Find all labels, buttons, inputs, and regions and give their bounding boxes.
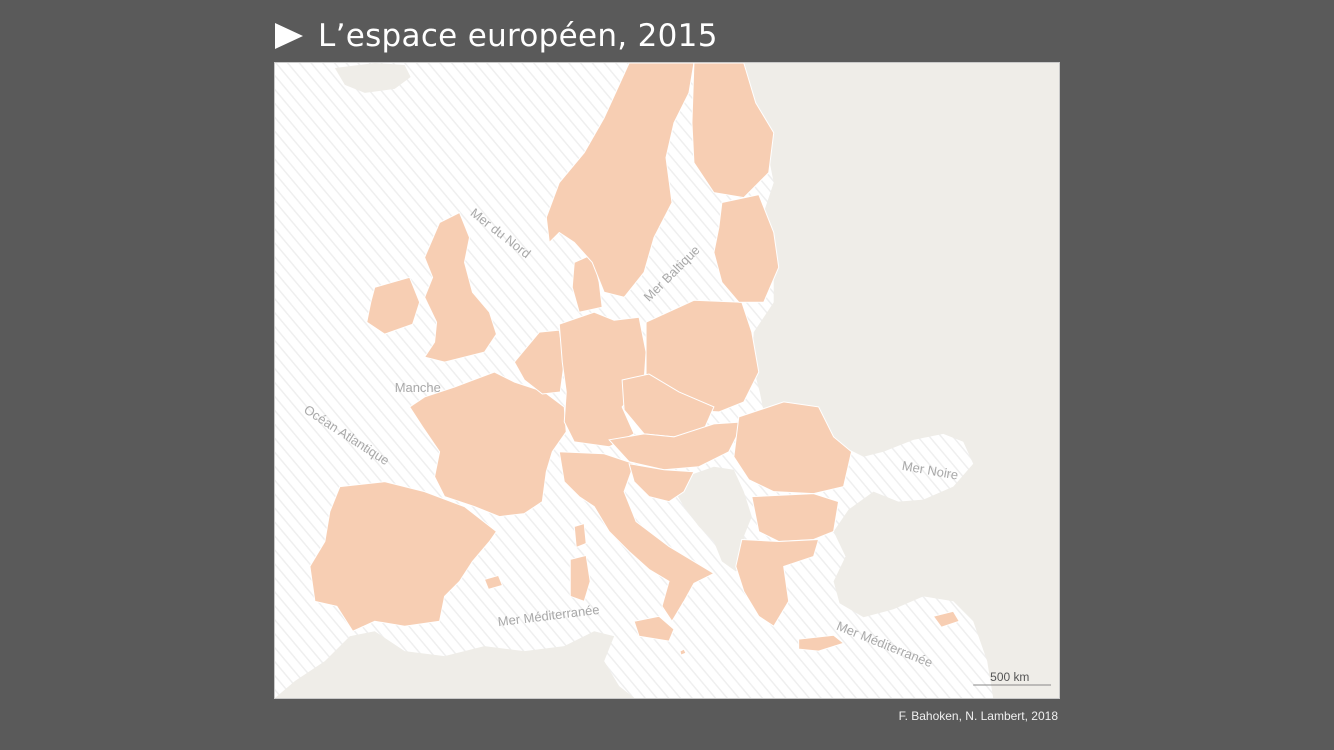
non-eu-land-east	[743, 63, 1059, 698]
ireland	[366, 276, 421, 335]
benelux	[513, 329, 565, 395]
france	[408, 371, 567, 518]
map-credit: F. Bahoken, N. Lambert, 2018	[898, 709, 1058, 723]
non-eu-land-north-africa	[275, 631, 635, 698]
malta	[679, 648, 687, 656]
greece	[735, 538, 820, 627]
romania	[733, 401, 853, 495]
germany	[558, 311, 647, 448]
non-eu-land-iceland	[334, 63, 411, 93]
sardinia	[569, 554, 591, 602]
baltic-states	[713, 194, 780, 303]
eu-countries	[309, 63, 961, 656]
scale-bar-label: 500 km	[990, 670, 1029, 684]
non-eu-land-balkans	[668, 466, 752, 572]
crete	[798, 634, 845, 652]
scandinavia	[545, 63, 695, 298]
page-title: L’espace européen, 2015	[318, 18, 718, 54]
europe-map[interactable]: Mer du Nord Mer Baltique Manche Océan At…	[275, 63, 1059, 698]
cyprus	[932, 610, 961, 628]
sicily	[633, 615, 675, 642]
italy	[558, 451, 715, 623]
bulgaria	[751, 493, 840, 542]
slovenia-croatia	[628, 463, 695, 503]
scale-bar: 500 km	[973, 670, 1052, 686]
iberia	[309, 481, 498, 632]
united-kingdom	[423, 211, 497, 363]
finland	[691, 63, 775, 199]
balearic	[483, 574, 504, 590]
channel-label: Manche	[395, 380, 441, 395]
corsica	[573, 522, 587, 549]
map-frame[interactable]: Mer du Nord Mer Baltique Manche Océan At…	[274, 62, 1060, 699]
title-block: L’espace européen, 2015	[274, 14, 718, 58]
play-triangle-icon	[275, 23, 303, 49]
